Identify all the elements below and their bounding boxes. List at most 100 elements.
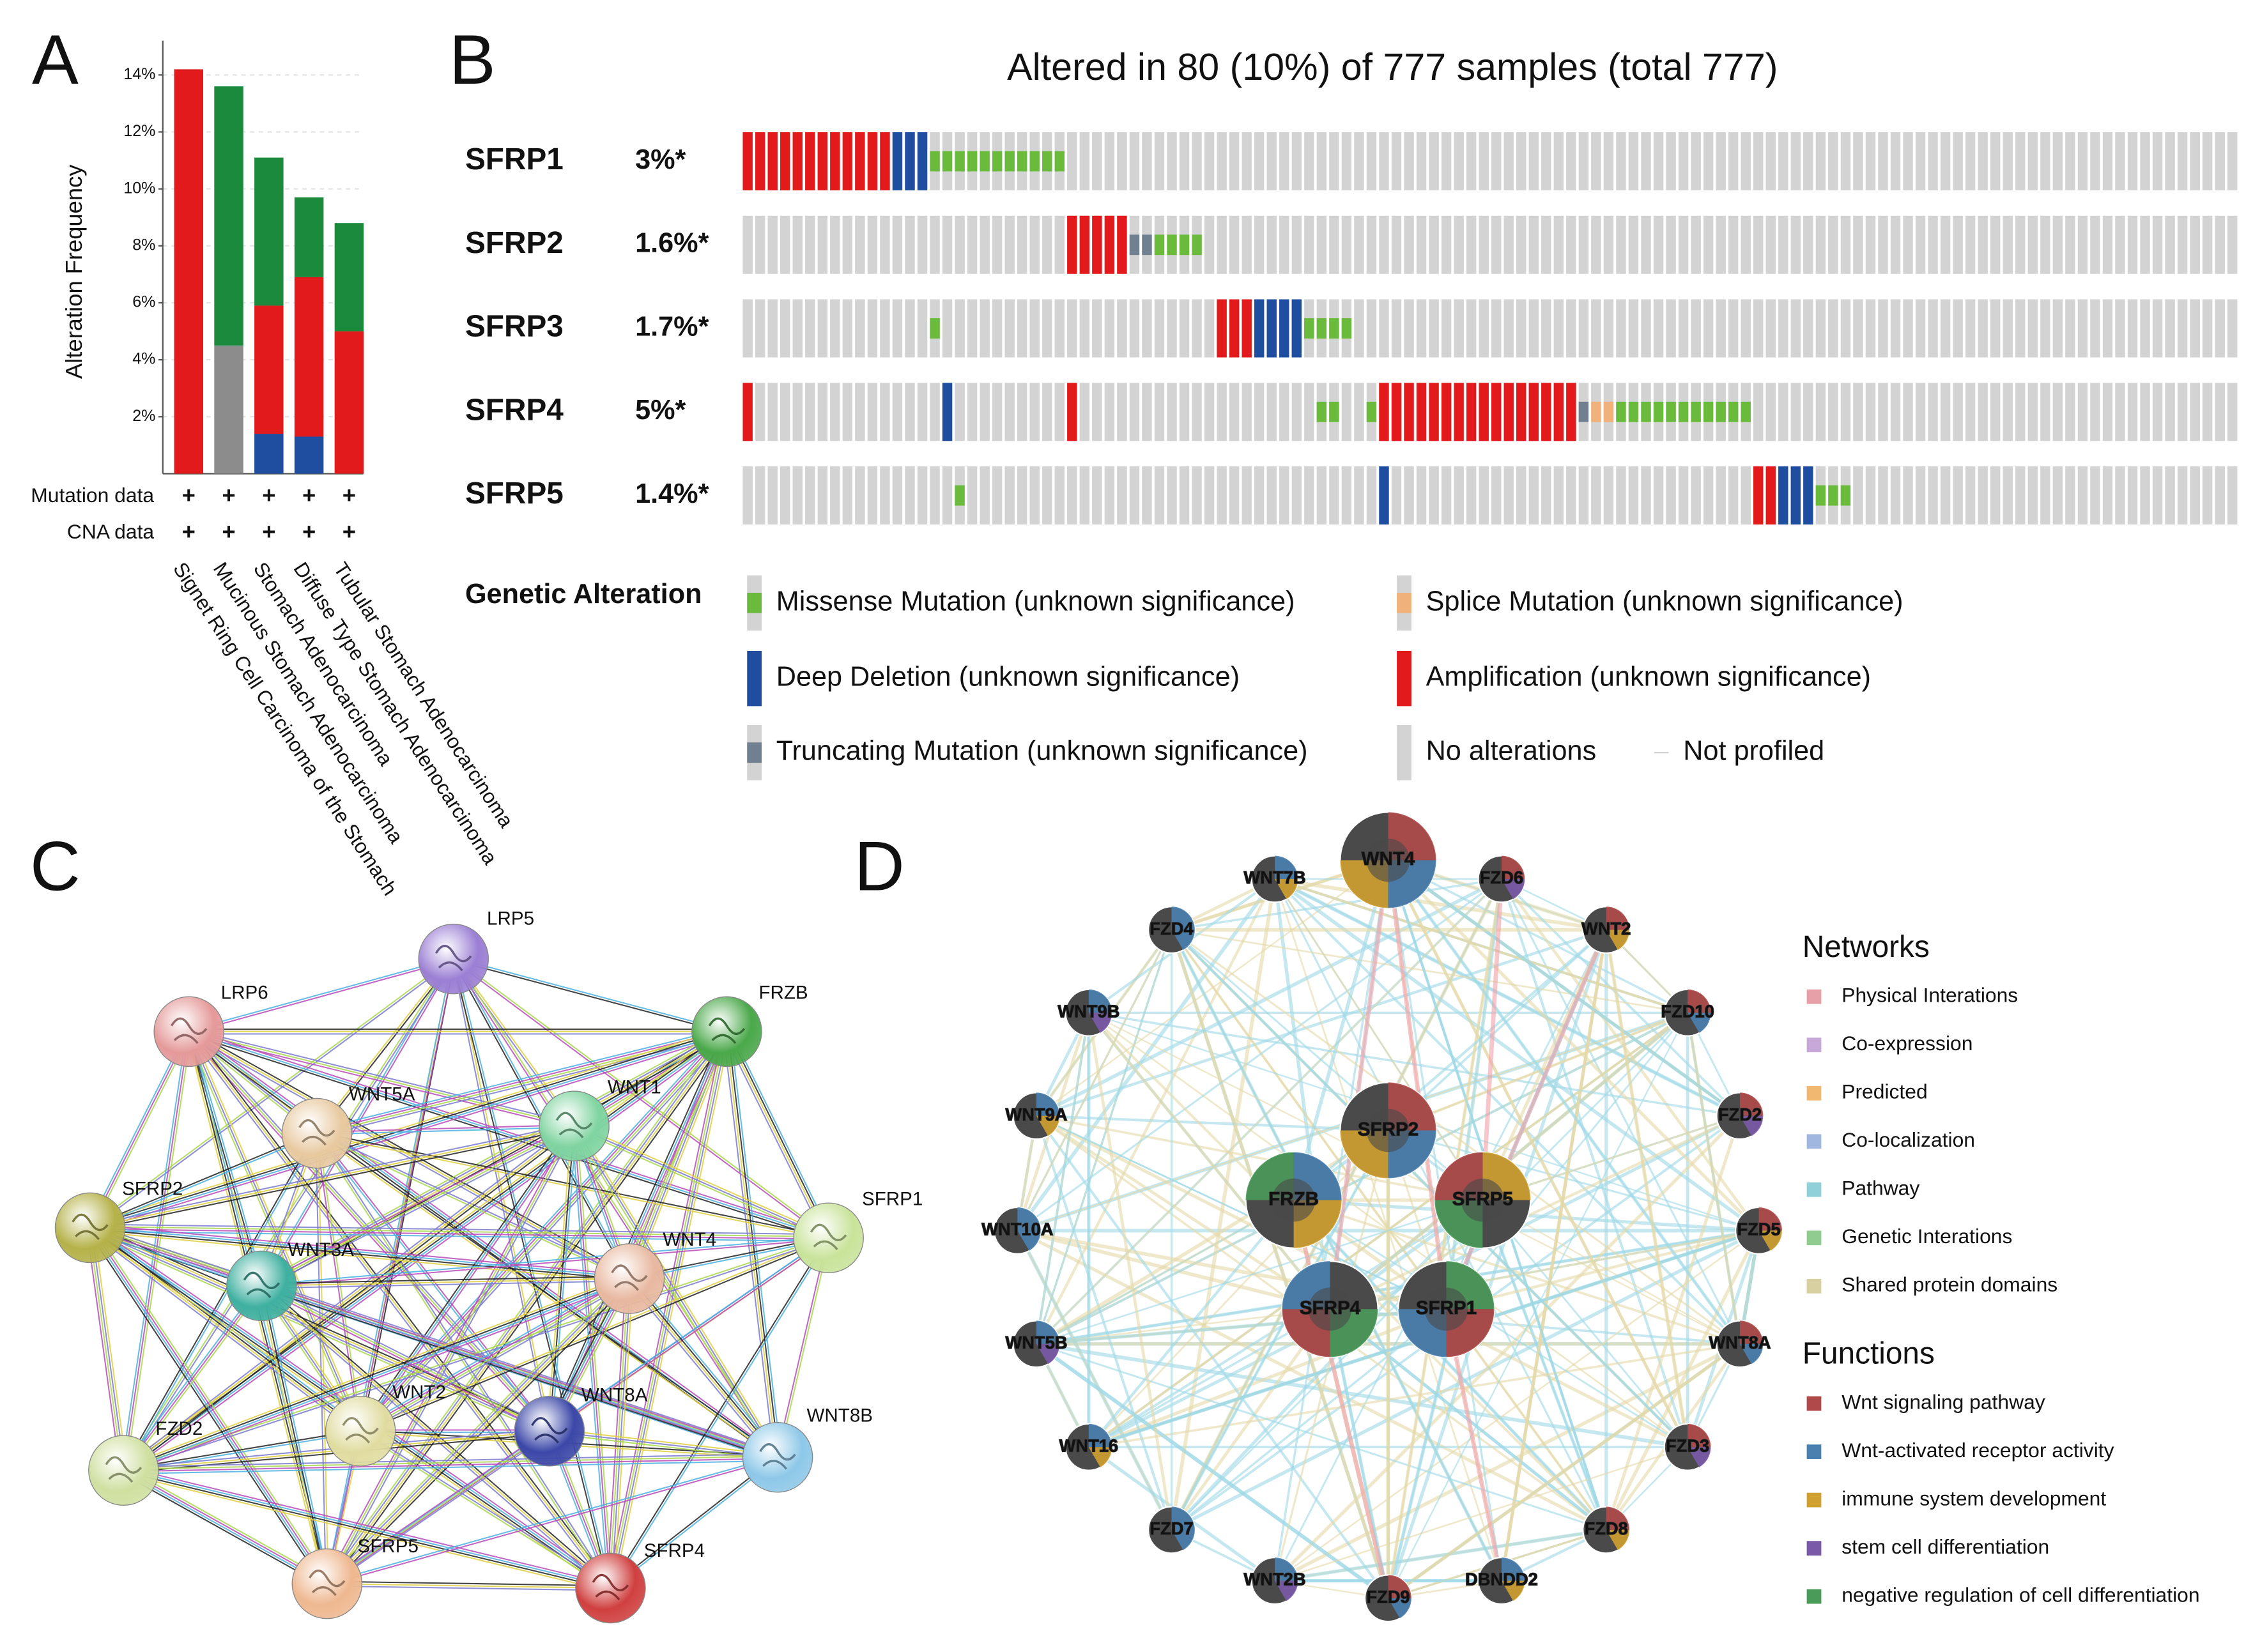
cell-background — [867, 215, 878, 274]
cell-background — [2065, 215, 2075, 274]
cell-background — [2015, 132, 2026, 190]
string-edge — [315, 1133, 327, 1584]
cell-background — [1441, 215, 1452, 274]
cell-background — [1516, 215, 1526, 274]
genemania-edge — [1500, 878, 1741, 1117]
function-wedge — [1688, 1447, 1711, 1467]
cell-background — [1765, 383, 1776, 441]
genemania-edge — [1169, 929, 1390, 1599]
cell-background — [1004, 215, 1015, 274]
y-axis-label: Alteration Frequency — [61, 164, 87, 379]
function-wedge — [1171, 1529, 1195, 1550]
cell-background — [2052, 299, 2063, 358]
string-edge — [90, 1128, 575, 1231]
gene-node-core — [1366, 838, 1410, 882]
cell-background — [1254, 215, 1265, 274]
string-edge — [315, 958, 454, 1133]
legend-label: Truncating Mutation (unknown significanc… — [776, 736, 1308, 767]
cell-background — [967, 466, 978, 525]
alteration-cell — [1491, 383, 1502, 441]
function-wedge — [1501, 879, 1525, 899]
cell-background — [1965, 383, 1976, 441]
cell-background — [880, 383, 890, 441]
alteration-cell — [1541, 383, 1551, 441]
alteration-cell — [1441, 383, 1452, 441]
bar-segment — [294, 197, 324, 277]
cell-background — [1603, 466, 1614, 525]
cell-background — [2190, 215, 2200, 274]
gene-label: WNT8A — [1709, 1333, 1771, 1352]
cell-background — [1753, 132, 1764, 190]
bar-segment — [214, 345, 243, 474]
legend-swatch — [1397, 592, 1411, 613]
string-edge — [123, 1236, 829, 1470]
function-wedge — [1036, 1115, 1060, 1136]
cell-background — [1865, 383, 1876, 441]
alteration-cell — [1678, 401, 1689, 422]
cell-background — [1741, 132, 1751, 190]
string-edge — [86, 1229, 325, 1586]
function-wedge — [1688, 989, 1711, 1013]
cell-background — [1840, 215, 1851, 274]
cell-background — [1379, 132, 1389, 190]
cell-background — [1778, 132, 1788, 190]
cell-background — [1641, 132, 1651, 190]
alteration-cell — [1404, 383, 1414, 441]
cell-background — [1254, 383, 1265, 441]
cell-background — [1703, 132, 1714, 190]
cell-background — [930, 466, 940, 525]
string-edge — [723, 1032, 826, 1240]
string-edge — [611, 1238, 831, 1589]
cell-background — [2165, 383, 2175, 441]
cell-background — [767, 466, 778, 525]
string-edge — [327, 1032, 728, 1585]
cell-background — [1840, 132, 1851, 190]
legend-swatch — [747, 650, 762, 707]
cell-background — [1104, 383, 1115, 441]
legend-title: Genetic Alteration — [465, 579, 702, 609]
cell-background — [1279, 466, 1289, 525]
protein-structure — [555, 1112, 593, 1138]
cell-background — [792, 466, 803, 525]
cell-background — [1242, 383, 1252, 441]
alteration-cell — [805, 132, 815, 190]
cell-background — [2090, 215, 2100, 274]
cell-background — [1242, 466, 1252, 525]
genemania-edge — [1387, 859, 1689, 1448]
gene-label: SFRP2 — [465, 226, 564, 260]
string-edge — [123, 1125, 575, 1471]
cell-background — [2027, 299, 2038, 358]
alteration-cell — [1503, 383, 1514, 441]
alteration-cell — [1067, 215, 1077, 274]
alteration-cell — [992, 151, 1003, 172]
cell-background — [1454, 299, 1464, 358]
string-edge — [190, 1030, 613, 1587]
cell-background — [2202, 466, 2213, 525]
string-edge — [89, 957, 454, 1228]
alteration-cell — [1728, 401, 1739, 422]
cell-background — [1616, 132, 1626, 190]
string-edge — [362, 1033, 730, 1434]
string-edge — [123, 1279, 631, 1472]
legend-swatch — [1806, 1182, 1822, 1197]
row-label: CNA data — [67, 520, 155, 543]
cell-background — [1591, 215, 1601, 274]
cell-background — [1204, 299, 1215, 358]
cell-background — [1454, 132, 1464, 190]
cell-background — [2215, 299, 2225, 358]
alteration-cell — [955, 485, 965, 506]
cell-background — [967, 299, 978, 358]
cell-background — [1441, 132, 1452, 190]
cell-background — [2115, 466, 2125, 525]
cell-background — [742, 466, 753, 525]
gene-label: FZD8 — [1585, 1518, 1628, 1538]
string-edge — [190, 1029, 780, 1457]
protein-node — [281, 1098, 353, 1169]
genemania-edge — [1017, 878, 1502, 1232]
cell-background — [1716, 466, 1726, 525]
cell-background — [830, 466, 840, 525]
cell-background — [1803, 215, 1813, 274]
cell-background — [1466, 132, 1477, 190]
string-edge — [123, 1458, 778, 1472]
